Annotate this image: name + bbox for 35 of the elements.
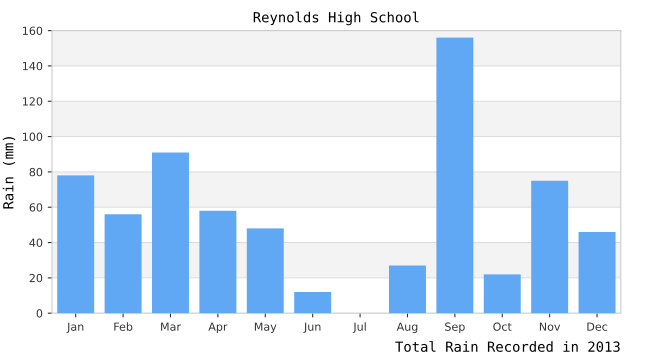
text: Total Rain Recorded in 2013 (395, 341, 620, 352)
bar (388, 266, 426, 314)
x-tick-label: Nov (540, 322, 560, 331)
bar (578, 232, 616, 314)
x-tick-label: Apr (208, 322, 228, 333)
x-tick-label: May (254, 322, 276, 333)
y-tick-label: 40 (29, 238, 42, 247)
x-tick-label: Jan (66, 322, 84, 333)
y-tick-label: 80 (30, 168, 42, 176)
bar (531, 180, 568, 314)
bar (294, 292, 332, 314)
x-tick-label: Oct (493, 322, 512, 331)
bar (104, 214, 142, 314)
x-tick-label: Dec (587, 322, 608, 331)
x-tick-label: Mar (161, 322, 181, 331)
x-tick-label: Jun (303, 322, 320, 333)
y-tick-label: 160 (22, 26, 42, 35)
bar (152, 152, 189, 314)
chart-title: Reynolds High School (254, 12, 419, 26)
x-tick-label: Feb (114, 322, 132, 331)
y-tick-label: 120 (22, 97, 42, 106)
bar (484, 274, 521, 314)
y-tick-label: 60 (30, 203, 42, 212)
y-tick-label: 0 (36, 309, 42, 318)
bar (246, 228, 284, 314)
y-axis-title: Rain (mm) (2, 137, 16, 209)
bar (436, 38, 474, 314)
y-tick-label: 100 (22, 132, 42, 141)
bar (199, 210, 236, 314)
y-tick-label: 140 (22, 62, 42, 70)
x-tick-label: Sep (445, 322, 465, 333)
x-tick-label: Aug (396, 322, 418, 333)
bar (57, 175, 94, 314)
y-tick-label: 20 (30, 274, 42, 282)
x-tick-label: Jul (352, 322, 366, 333)
